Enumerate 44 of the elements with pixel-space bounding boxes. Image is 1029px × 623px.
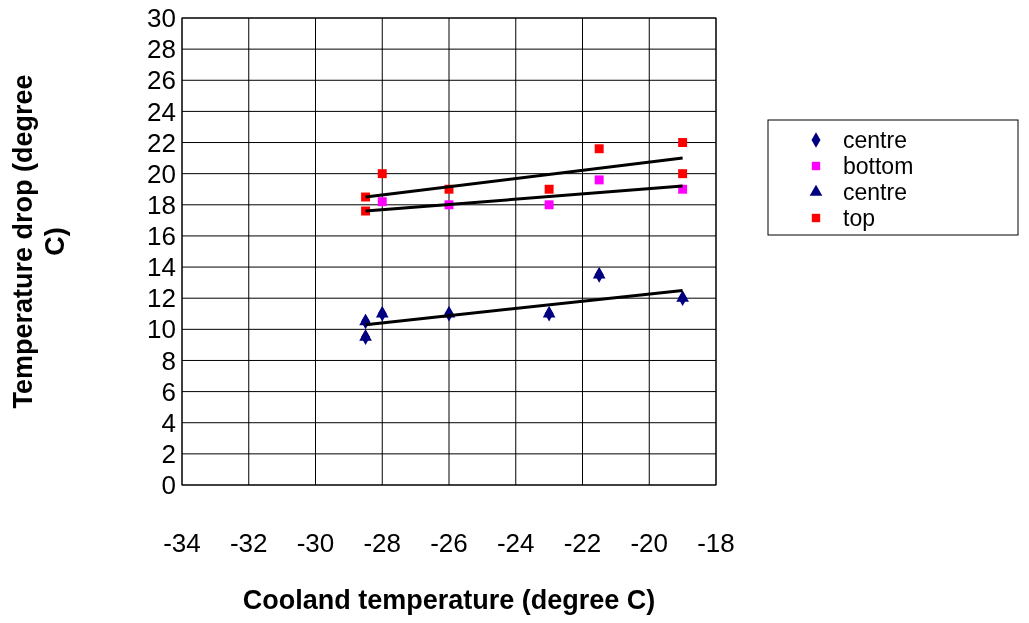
- y-tick-label: 8: [161, 345, 176, 376]
- point: [678, 138, 688, 148]
- x-tick-label: -20: [630, 528, 669, 558]
- x-tick-label: -32: [229, 528, 268, 558]
- point: [377, 169, 387, 179]
- y-tick-label: 10: [147, 314, 176, 345]
- point: [544, 184, 554, 194]
- x-tick-label: -30: [296, 528, 335, 558]
- y-tick-label: 6: [161, 376, 176, 407]
- x-tick-label: -28: [363, 528, 402, 558]
- y-tick-label: 4: [161, 407, 176, 438]
- legend-label: centre: [843, 127, 907, 154]
- y-tick-label: 24: [147, 96, 176, 127]
- y-tick-label: 14: [147, 252, 176, 283]
- point: [594, 144, 604, 154]
- point: [377, 197, 387, 207]
- y-axis-title: Temperature drop (degree C): [8, 74, 70, 409]
- point: [544, 200, 554, 210]
- x-tick-label: -24: [496, 528, 535, 558]
- y-tick-label: 12: [147, 283, 176, 314]
- y-tick-label: 28: [147, 34, 176, 65]
- point: [676, 290, 689, 302]
- legend-label: top: [843, 205, 875, 232]
- x-tick-label: -18: [697, 528, 735, 558]
- point: [678, 169, 688, 179]
- y-tick-label: 30: [147, 3, 176, 34]
- y-tick-label: 18: [147, 189, 176, 220]
- y-tick-label: 22: [147, 127, 176, 158]
- y-tick-label: 20: [147, 158, 176, 189]
- x-tick-label: -34: [163, 528, 201, 558]
- y-tick-label: 0: [161, 470, 176, 501]
- y-tick-label: 16: [147, 221, 176, 252]
- point: [594, 175, 604, 185]
- x-tick-label: -22: [563, 528, 602, 558]
- legend-label: bottom: [843, 153, 914, 180]
- y-tick-label: 26: [147, 65, 176, 96]
- y-tick-label: 2: [161, 438, 176, 469]
- x-tick-label: -26: [430, 528, 468, 558]
- x-axis-title: Cooland temperature (degree C): [242, 585, 656, 615]
- point: [542, 306, 556, 318]
- point: [375, 306, 389, 318]
- legend-label: centre: [843, 179, 907, 206]
- point: [359, 329, 372, 341]
- point: [592, 267, 606, 279]
